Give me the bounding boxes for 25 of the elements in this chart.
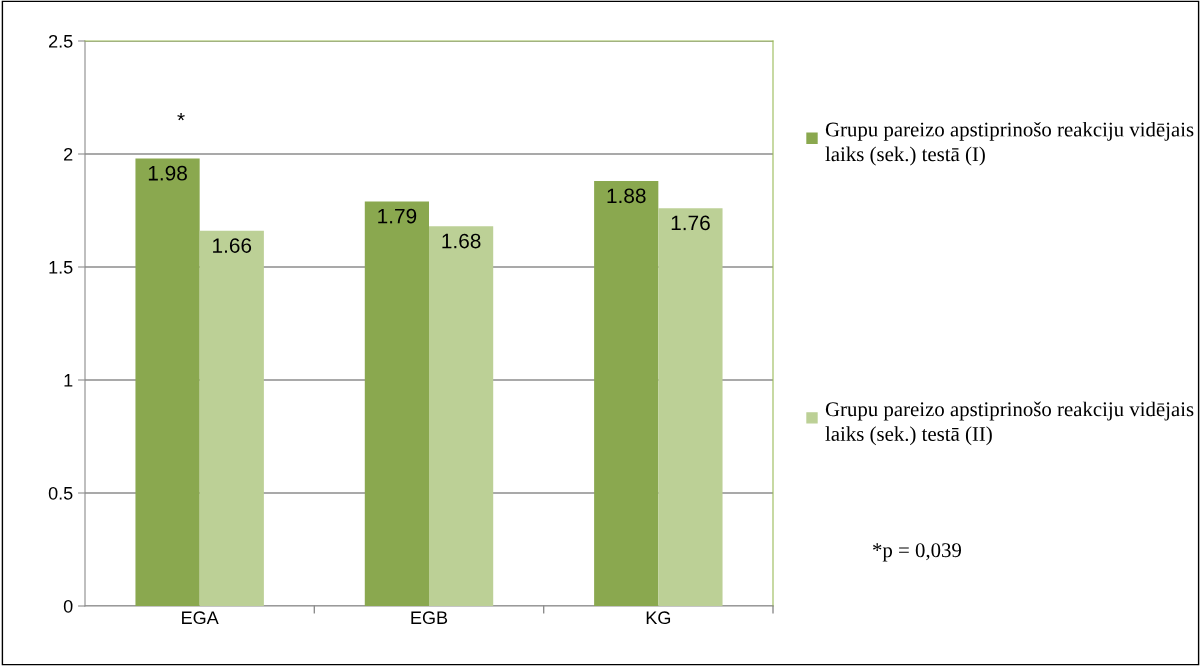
x-tick-label: EGB	[411, 611, 448, 625]
bar	[364, 201, 429, 606]
y-tick-label: 2	[64, 147, 73, 161]
data-label: 1.79	[378, 208, 417, 224]
x-tick-label: EGA	[182, 611, 219, 625]
data-label: 1.68	[442, 233, 481, 249]
bar	[658, 208, 723, 606]
text: *p = 0,039	[873, 543, 962, 562]
data-label: 1.98	[148, 165, 187, 181]
data-label: 1.76	[671, 215, 710, 231]
y-tick-label: 0	[63, 599, 73, 613]
bar	[429, 226, 494, 606]
data-label: 1.88	[607, 188, 646, 204]
legend-label: Grupu pareizo apstiprinošo reakciju vidējais laiks (sek.) testā (I)	[825, 121, 1194, 166]
data-label: 1.66	[213, 238, 252, 253]
bar	[594, 181, 659, 606]
y-tick-label: 0.5	[48, 486, 73, 500]
bar	[199, 230, 264, 606]
annotation: *	[177, 113, 185, 121]
x-tick-label: KG	[646, 611, 671, 625]
y-tick-label: 2.5	[49, 34, 73, 48]
y-tick-label: 1	[64, 374, 73, 387]
bar	[135, 158, 200, 606]
legend-label: Grupu pareizo apstiprinošo reakciju vidējais laiks (sek.) testā (II)	[825, 401, 1194, 446]
y-tick-label: 1.5	[49, 261, 73, 274]
